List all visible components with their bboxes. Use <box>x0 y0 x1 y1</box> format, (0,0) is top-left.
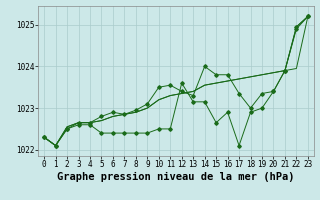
X-axis label: Graphe pression niveau de la mer (hPa): Graphe pression niveau de la mer (hPa) <box>57 172 295 182</box>
